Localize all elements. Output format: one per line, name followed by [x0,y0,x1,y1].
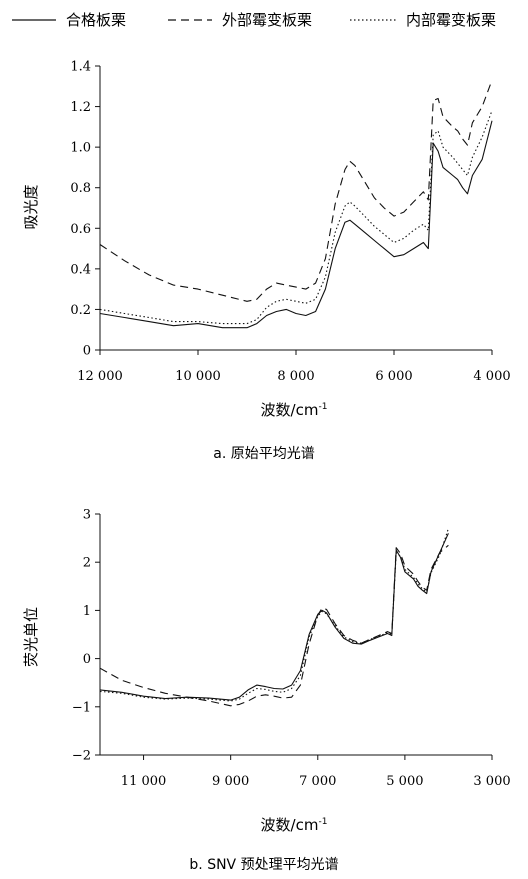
chart-b-xlabel: 波数/cm-1 [261,816,328,834]
chart-a-xtick-label: 10 000 [175,369,221,384]
chart-a-ytick-label: 1.0 [70,141,91,156]
chart-a-xtick-label: 12 000 [77,369,123,384]
chart-a-ytick-label: 0 [83,344,91,359]
chart-a-series-external-mold [99,80,493,302]
chart-b-ytick-label: −2 [72,749,91,764]
chart-b-xtick-label: 3 000 [473,774,510,789]
chart-a-ytick-label: 0.8 [70,181,91,196]
chart-a-ytick-label: 1.4 [70,60,91,75]
chart-a-xlabel: 波数/cm-1 [261,401,328,419]
chart-a-ytick-label: 0.6 [70,222,91,237]
chart-b-ytick-label: 1 [83,604,91,619]
legend: 合格板栗 外部霉变板栗 内部霉变板栗 [12,11,496,29]
chart-b-ytick-label: 3 [83,508,91,523]
chart-a-ytick-label: 1.2 [70,100,91,115]
chart-a-xtick-label: 4 000 [473,369,510,384]
legend-label-qualified: 合格板栗 [66,11,126,29]
chart-b-ytick-label: −1 [72,700,91,715]
chart-b-ytick-label: 0 [83,652,91,667]
chart-b-series-external-mold [99,544,449,707]
chart-a-xtick-label: 8 000 [277,369,314,384]
chart-b-xtick-label: 7 000 [299,774,336,789]
chart-b: 荧光单位 波数/cm-1 b. SNV 预处理平均光谱 −2 −1 0 1 2 3 11 0… [22,508,511,874]
chart-b-caption: b. SNV 预处理平均光谱 [189,857,338,873]
chart-b-ytick-label: 2 [83,556,91,571]
chart-a-ylabel: 吸光度 [22,184,40,229]
legend-label-external-mold: 外部霉变板栗 [222,11,312,29]
legend-label-internal-mold: 内部霉变板栗 [406,11,496,29]
chart-a-ytick-label: 0.4 [70,262,91,277]
chart-a-xtick-label: 6 000 [375,369,412,384]
chart-a-series-internal-mold [99,110,493,325]
chart-b-xtick-label: 9 000 [212,774,249,789]
chart-a-ytick-label: 0.2 [70,303,91,318]
chart-b-ylabel: 荧光单位 [22,607,40,667]
chart-b-xtick-label: 5 000 [386,774,423,789]
chart-a-series-qualified [99,120,493,329]
chart-b-xtick-label: 11 000 [121,774,167,789]
chart-a: 吸光度 波数/cm-1 a. 原始平均光谱 0 0.2 0.4 0.6 0.8 1.0 1.… [22,60,511,463]
chart-b-series-qualified [99,533,449,701]
chart-a-caption: a. 原始平均光谱 [213,446,314,462]
